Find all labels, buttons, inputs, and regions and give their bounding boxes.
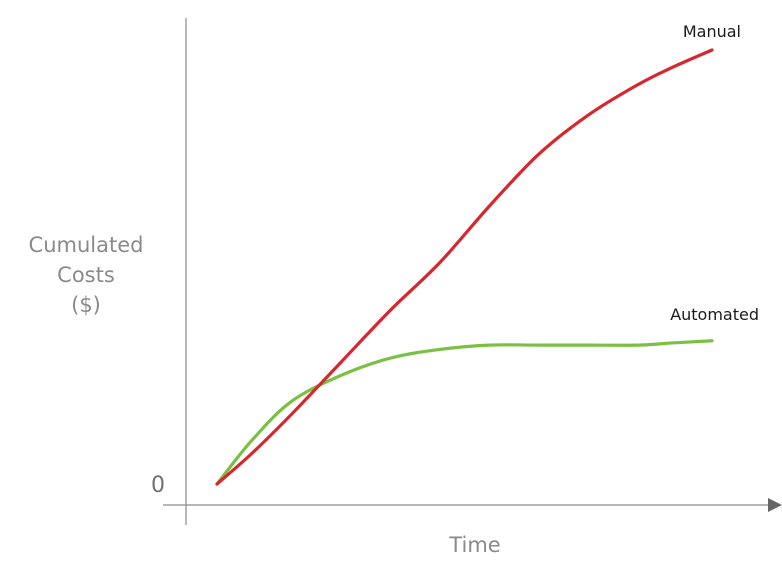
x-axis-arrow-icon <box>768 498 782 512</box>
x-axis-label: Time <box>448 533 500 557</box>
series-label-automated: Automated <box>670 305 759 324</box>
series-line-manual <box>215 48 714 486</box>
origin-tick-label: 0 <box>151 473 165 498</box>
y-axis-label-line-3: ($) <box>71 293 101 317</box>
y-axis-label-line-2: Costs <box>57 263 115 287</box>
series-group: Automated Manual <box>215 22 759 486</box>
series-label-manual: Manual <box>683 22 741 41</box>
y-axis-label-line-1: Cumulated <box>29 233 144 257</box>
series-line-automated <box>215 339 714 486</box>
